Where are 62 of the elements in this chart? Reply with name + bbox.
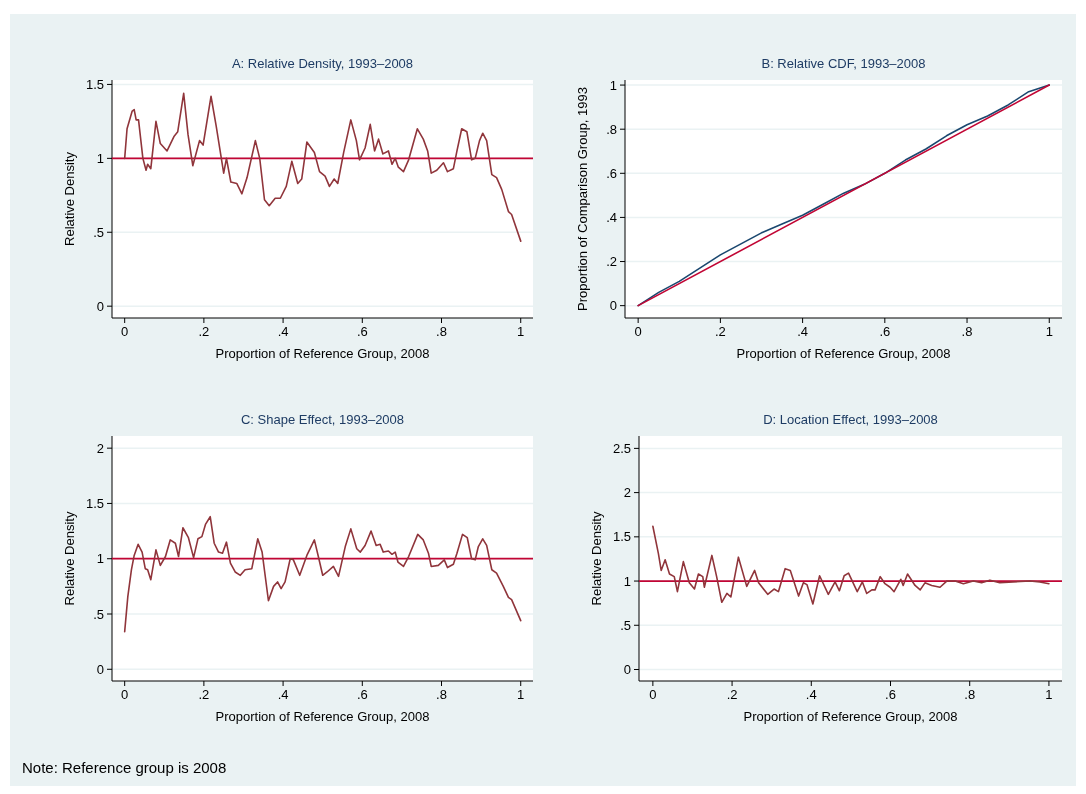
x-tick-label: .8 — [964, 687, 976, 702]
y-tick-label: .5 — [93, 606, 104, 622]
y-tick-label: .2 — [606, 254, 617, 270]
y-tick-label: 1 — [96, 551, 104, 567]
x-tick-label: .8 — [436, 324, 447, 339]
text: Note: Reference group is 2008 — [22, 759, 227, 776]
y-tick-label: 0 — [623, 662, 631, 678]
line-series — [123, 515, 522, 633]
y-tick-label: 1.5 — [612, 529, 631, 545]
y-tick-label: 1.5 — [85, 76, 104, 92]
line-series — [637, 84, 1051, 307]
line-series — [652, 525, 1050, 605]
chart-title: A: Relative Density, 1993–2008 — [231, 56, 414, 71]
y-tick-label: 2.5 — [612, 440, 631, 456]
y-tick-label: 0 — [609, 298, 617, 314]
x-tick-label: .2 — [714, 324, 726, 339]
x-tick-label: .6 — [885, 687, 896, 702]
y-tick-label: 0 — [96, 298, 104, 314]
x-tick-label: .8 — [961, 324, 973, 339]
y-tick-label: 0 — [96, 661, 104, 677]
x-tick-label: .4 — [797, 324, 809, 339]
y-axis-title: Relative Density — [62, 511, 77, 606]
x-tick-label: 0 — [649, 687, 657, 702]
y-axis-title: Relative Density — [62, 151, 77, 246]
chart-title: B: Relative CDF, 1993–2008 — [761, 56, 926, 71]
x-tick-label: .4 — [805, 687, 817, 702]
x-axis-title: Proportion of Reference Group, 2008 — [215, 709, 430, 724]
x-tick-label: .6 — [356, 324, 368, 339]
x-tick-label: 1 — [517, 687, 525, 702]
x-tick-label: .2 — [198, 324, 210, 339]
x-tick-label: .2 — [726, 687, 738, 702]
y-tick-label: 1 — [96, 150, 104, 166]
chart-title: C: Shape Effect, 1993–2008 — [240, 412, 405, 427]
y-tick-label: .8 — [606, 121, 617, 137]
y-tick-label: 1 — [609, 77, 617, 93]
x-tick-label: .6 — [356, 687, 368, 702]
x-tick-label: 0 — [121, 687, 129, 702]
x-tick-label: 1 — [1045, 324, 1053, 339]
y-tick-label: .5 — [620, 617, 631, 633]
y-tick-label: 1 — [623, 573, 631, 589]
y-tick-label: 2 — [96, 440, 104, 456]
x-tick-label: 0 — [121, 324, 129, 339]
y-tick-label: .5 — [93, 224, 104, 240]
chart-title: D: Location Effect, 1993–2008 — [763, 412, 938, 427]
y-tick-label: 2 — [623, 485, 631, 501]
x-tick-label: .4 — [277, 687, 289, 702]
x-axis-title: Proportion of Reference Group, 2008 — [736, 346, 951, 361]
y-axis-title: Relative Density — [589, 511, 604, 606]
y-tick-label: .4 — [606, 209, 617, 225]
y-tick-label: .6 — [606, 165, 617, 181]
x-axis-title: Proportion of Reference Group, 2008 — [215, 346, 430, 361]
x-tick-label: .8 — [436, 687, 447, 702]
x-tick-label: .2 — [198, 687, 210, 702]
y-tick-label: 1.5 — [85, 495, 104, 511]
x-tick-label: 1 — [517, 324, 525, 339]
line-series — [123, 92, 522, 242]
y-axis-title: Proportion of Comparison Group, 1993 — [575, 86, 590, 312]
x-tick-label: 0 — [634, 324, 642, 339]
x-axis-title: Proportion of Reference Group, 2008 — [743, 709, 958, 724]
x-tick-label: .4 — [277, 324, 289, 339]
x-tick-label: .6 — [879, 324, 891, 339]
x-tick-label: 1 — [1045, 687, 1053, 702]
